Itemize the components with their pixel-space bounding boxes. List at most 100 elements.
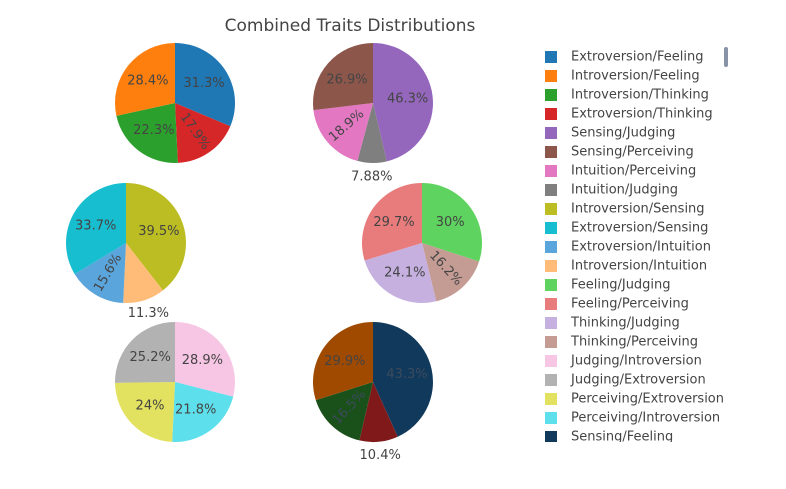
pie-chart-5: 28.9% 21.8% 24% 25.2% xyxy=(115,322,235,442)
legend-label: Feeling/Judging xyxy=(571,278,671,293)
pie-slice[interactable] xyxy=(373,322,433,437)
legend-swatch xyxy=(545,222,557,234)
pie-slice[interactable] xyxy=(115,322,175,383)
legend-label: Intuition/Judging xyxy=(571,183,678,198)
legend-entry[interactable]: Sensing/Perceiving xyxy=(545,145,694,160)
legend-swatch xyxy=(545,184,557,196)
legend-label: Sensing/Perceiving xyxy=(571,145,694,160)
slice-label: 28.4% xyxy=(127,74,168,89)
slice-label: 7.88% xyxy=(351,170,392,185)
pie-slice[interactable] xyxy=(422,243,480,302)
slice-label: 43.3% xyxy=(386,367,427,382)
pie-slice[interactable] xyxy=(362,183,422,261)
pie-slice[interactable] xyxy=(313,43,373,111)
pie-slice[interactable] xyxy=(66,183,126,275)
pie-slice[interactable] xyxy=(115,43,175,116)
pie-slice[interactable] xyxy=(357,103,387,163)
pie-slice[interactable] xyxy=(364,243,437,304)
legend-entry[interactable]: Sensing/Feeling xyxy=(545,430,673,445)
legend-label: Judging/Introversion xyxy=(570,354,702,369)
legend-swatch xyxy=(545,431,557,442)
legend-label: Perceiving/Introversion xyxy=(571,411,720,426)
legend-entry[interactable]: Intuition/Judging xyxy=(545,183,678,198)
chart-title: Combined Traits Distributions xyxy=(225,16,476,36)
pie-slice[interactable] xyxy=(422,183,482,262)
slice-label: 25.2% xyxy=(130,350,171,365)
pie-slice[interactable] xyxy=(315,382,373,441)
slice-label: 30% xyxy=(436,215,465,230)
pie-slice[interactable] xyxy=(175,43,235,127)
legend-swatch xyxy=(545,317,557,329)
pie-slice[interactable] xyxy=(123,243,163,303)
legend-scrollbar[interactable] xyxy=(724,47,728,67)
legend-entry[interactable]: Judging/Extroversion xyxy=(545,373,706,388)
legend-label: Extroversion/Feeling xyxy=(571,50,704,65)
pie-slice[interactable] xyxy=(115,382,175,442)
legend-label: Introversion/Intuition xyxy=(571,259,707,274)
legend-swatch xyxy=(545,374,557,386)
legend-entry[interactable]: Perceiving/Extroversion xyxy=(545,392,724,407)
slice-label: 21.8% xyxy=(175,402,216,417)
pie-slice[interactable] xyxy=(74,243,126,303)
legend-swatch xyxy=(545,165,557,177)
legend-swatch xyxy=(545,146,557,158)
legend: Extroversion/Feeling Introversion/Feeling… xyxy=(545,47,728,445)
legend-entry[interactable]: Feeling/Perceiving xyxy=(545,297,689,312)
pie-slice[interactable] xyxy=(313,103,373,161)
legend-label: Perceiving/Extroversion xyxy=(571,392,724,407)
legend-entry[interactable]: Introversion/Thinking xyxy=(545,88,709,103)
slice-label: 31.3% xyxy=(183,76,224,91)
legend-swatch xyxy=(545,70,557,82)
legend-entry[interactable]: Feeling/Judging xyxy=(545,278,671,293)
legend-entry[interactable]: Introversion/Sensing xyxy=(545,202,705,217)
pie-slice[interactable] xyxy=(175,322,235,397)
legend-entry[interactable]: Thinking/Perceiving xyxy=(545,335,698,350)
pie-slice[interactable] xyxy=(359,382,398,442)
legend-entry[interactable]: Extroversion/Intuition xyxy=(545,240,711,255)
legend-swatch xyxy=(545,127,557,139)
legend-label: Sensing/Judging xyxy=(571,126,675,141)
legend-items: Extroversion/Feeling Introversion/Feeling… xyxy=(545,50,724,445)
legend-label: Extroversion/Thinking xyxy=(571,107,713,122)
pie-slice[interactable] xyxy=(313,322,373,401)
legend-entry[interactable]: Thinking/Judging xyxy=(545,316,680,331)
pie-slice[interactable] xyxy=(373,43,433,162)
legend-swatch xyxy=(545,298,557,310)
legend-entry[interactable]: Judging/Introversion xyxy=(545,354,702,369)
legend-label: Intuition/Perceiving xyxy=(571,164,696,179)
legend-entry[interactable]: Introversion/Intuition xyxy=(545,259,707,274)
legend-label: Thinking/Judging xyxy=(570,316,680,331)
pie-slice[interactable] xyxy=(175,103,231,163)
slice-label: 24% xyxy=(136,399,165,414)
legend-entry[interactable]: Extroversion/Sensing xyxy=(545,221,708,236)
slice-label: 39.5% xyxy=(138,224,179,239)
legend-label: Thinking/Perceiving xyxy=(570,335,698,350)
legend-label: Introversion/Feeling xyxy=(571,69,700,84)
slice-label: 24.1% xyxy=(384,266,425,281)
legend-swatch xyxy=(545,241,557,253)
legend-swatch xyxy=(545,89,557,101)
slice-label: 29.7% xyxy=(373,215,414,230)
legend-entry[interactable]: Intuition/Perceiving xyxy=(545,164,696,179)
legend-entry[interactable]: Extroversion/Thinking xyxy=(545,107,713,122)
legend-swatch xyxy=(545,412,557,424)
legend-entry[interactable]: Introversion/Feeling xyxy=(545,69,700,84)
pie-slice[interactable] xyxy=(126,182,187,291)
legend-swatch xyxy=(545,393,557,405)
slice-label: 11.3% xyxy=(128,306,169,321)
legend-swatch xyxy=(545,279,557,291)
slice-label: 33.7% xyxy=(75,218,116,233)
pie-chart-3: 39.5%11.3%15.6%33.7% xyxy=(66,182,187,321)
legend-entry[interactable]: Sensing/Judging xyxy=(545,126,675,141)
legend-entry[interactable]: Perceiving/Introversion xyxy=(545,411,720,426)
pie-chart-4: 30%16.2%24.1%29.7% xyxy=(362,183,482,304)
legend-label: Extroversion/Sensing xyxy=(571,221,708,236)
slice-label: 28.9% xyxy=(182,353,223,368)
legend-entry[interactable]: Extroversion/Feeling xyxy=(545,50,704,65)
slice-label: 10.4% xyxy=(360,448,401,463)
pie-slice[interactable] xyxy=(116,103,178,163)
pie-slice[interactable] xyxy=(172,382,234,442)
legend-swatch xyxy=(545,203,557,215)
slice-label: 22.3% xyxy=(133,123,174,138)
